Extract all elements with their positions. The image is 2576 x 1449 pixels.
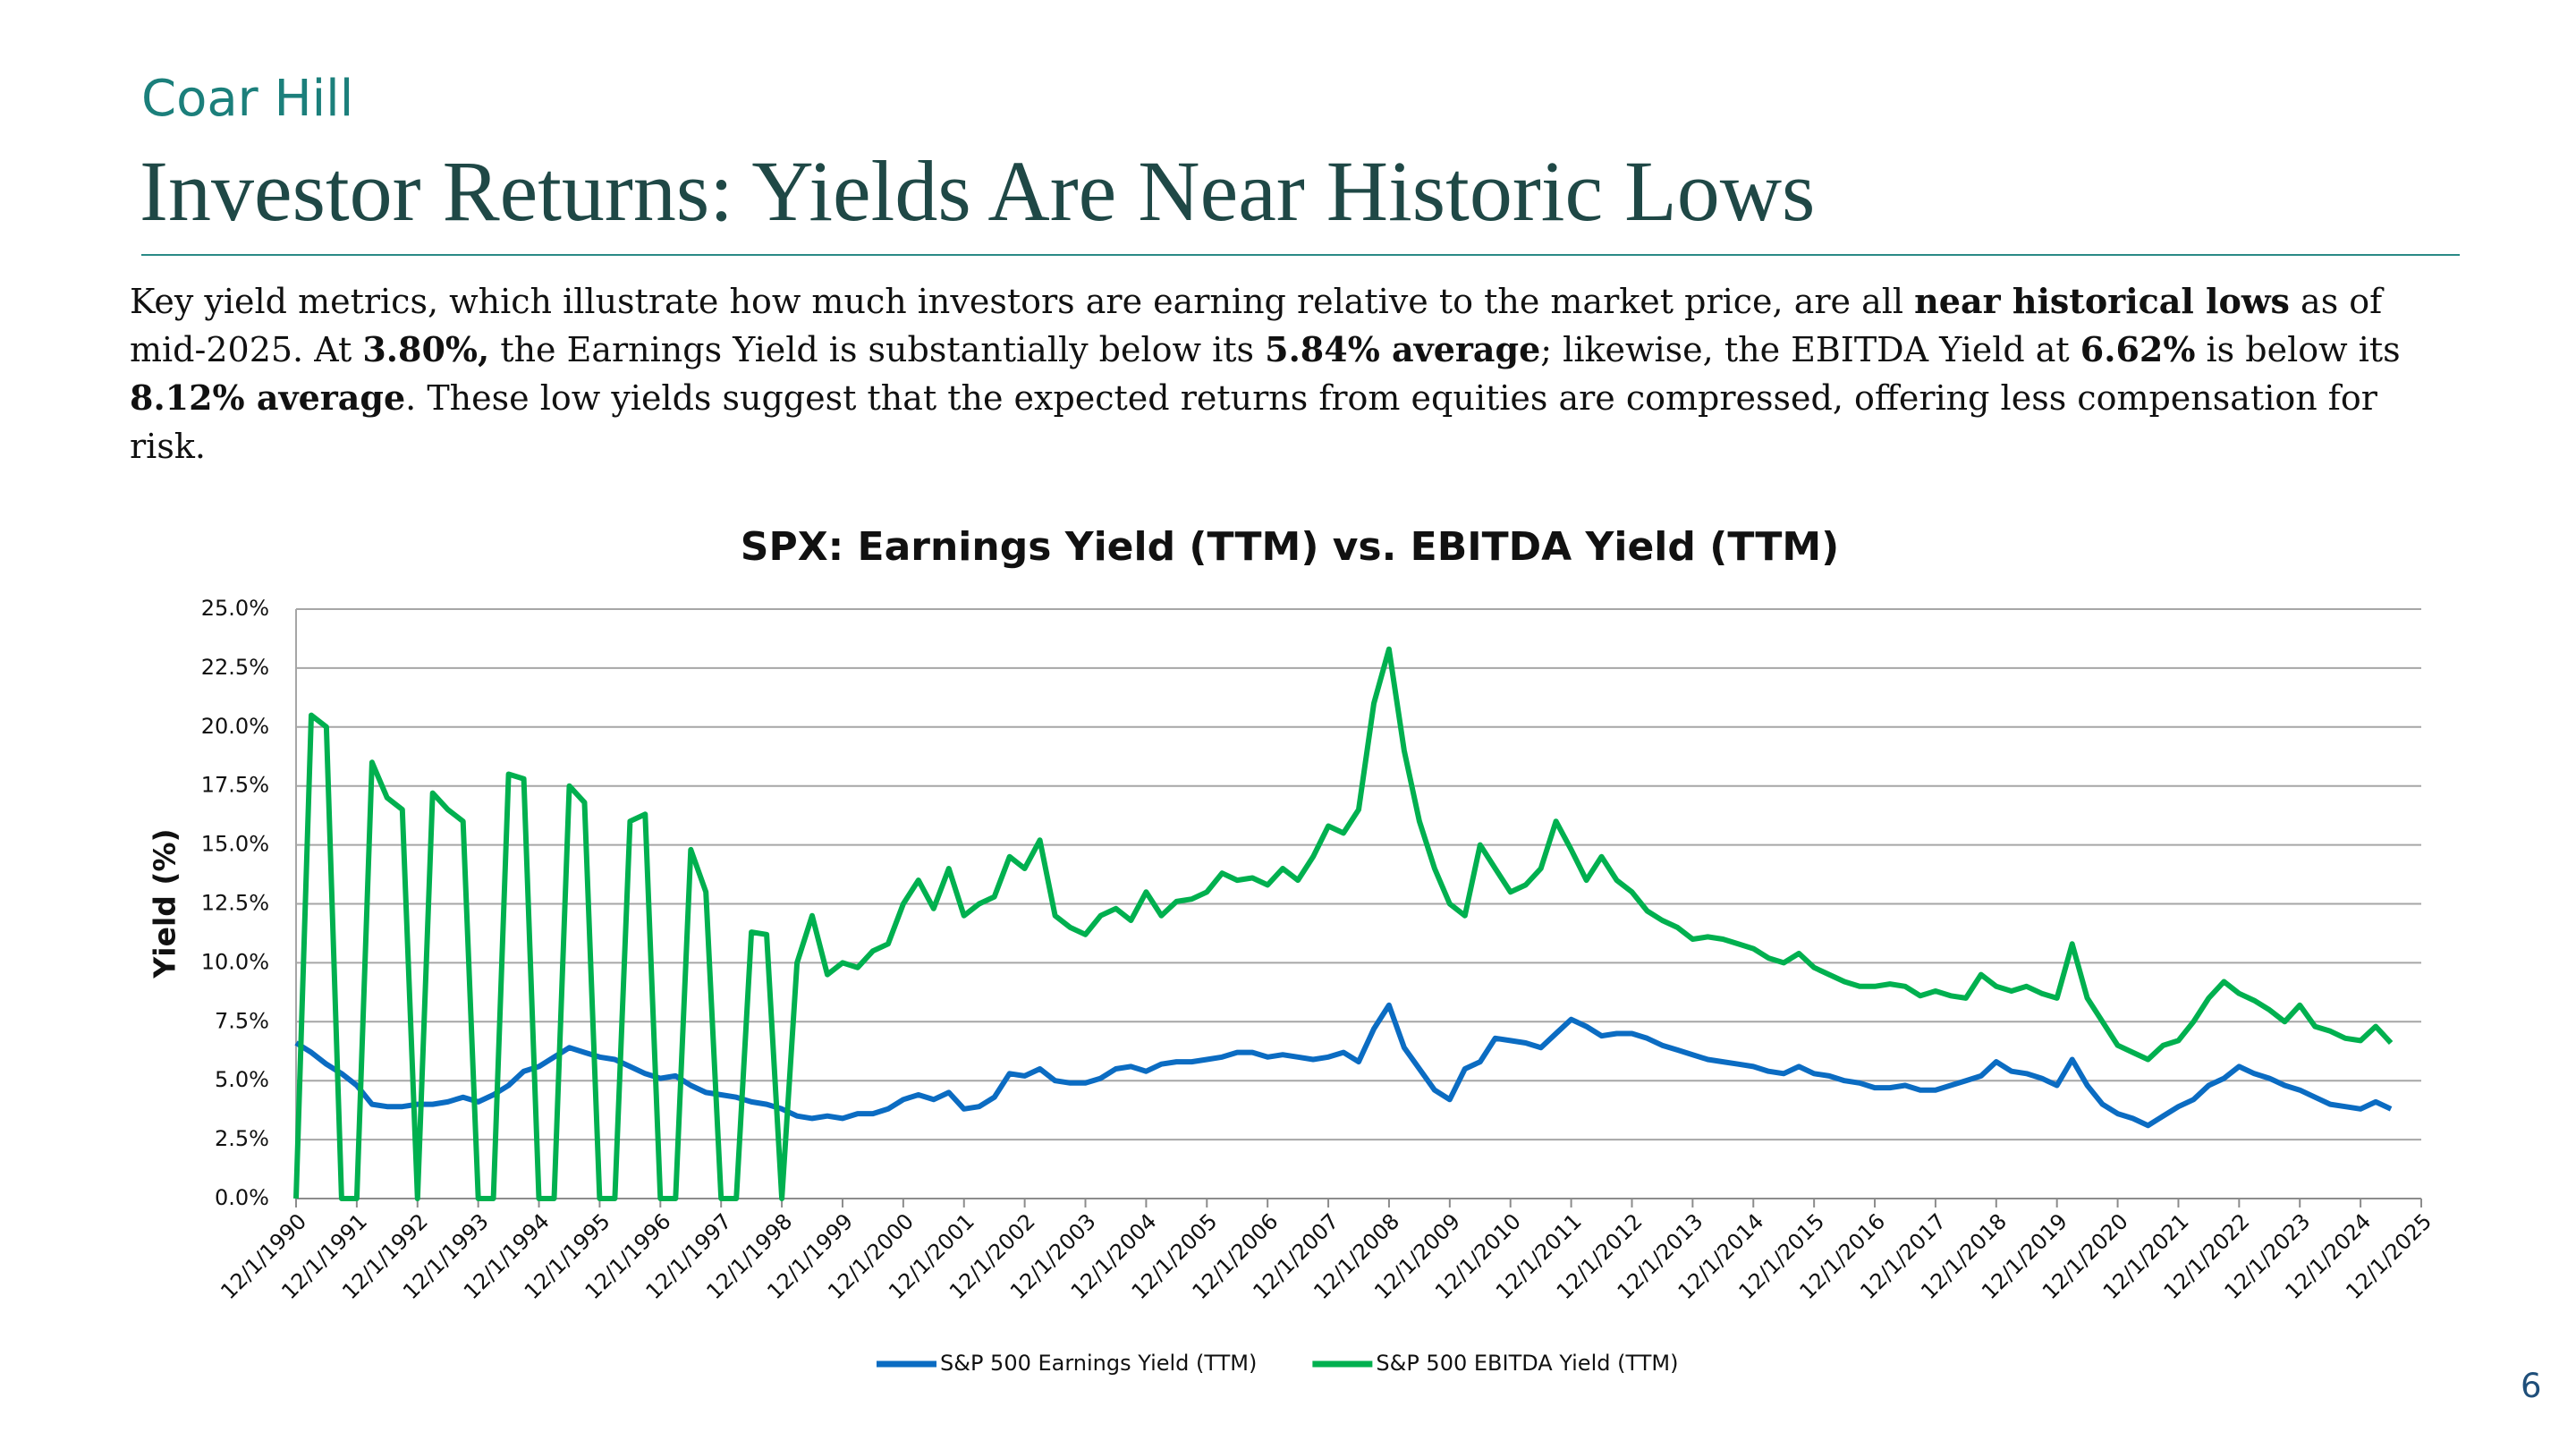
summary: Key yield metrics, which illustrate how … [130,277,2455,470]
summary-text: is below its [2195,330,2401,369]
summary-text: ; likewise, the EBITDA Yield at [1540,330,2080,369]
legend-label: S&P 500 Earnings Yield (TTM) [940,1351,1257,1376]
page-number: 6 [2521,1367,2542,1405]
y-tick-label: 15.0% [201,832,269,857]
y-tick-label: 25.0% [201,596,269,621]
y-tick-label: 2.5% [215,1126,269,1151]
slide-title: Investor Returns: Yields Are Near Histor… [140,143,1816,239]
summary-text: near historical lows [1914,281,2290,321]
summary-text: as of mid-2025. At [130,282,2383,369]
title-rule [141,254,2460,256]
y-tick-label: 7.5% [215,1008,269,1033]
legend-label: S&P 500 EBITDA Yield (TTM) [1376,1351,1678,1376]
y-tick-label: 10.0% [201,949,269,974]
summary-text: 8.12% average [130,377,406,418]
summary-text: . These low yields suggest that the expe… [130,378,2377,466]
y-tick-label: 5.0% [215,1067,269,1092]
y-tick-label: 0.0% [215,1185,269,1210]
y-tick-label: 22.5% [201,655,269,680]
summary-text: 5.84% average [1265,329,1541,369]
summary-text: 6.62% [2080,329,2196,369]
summary-text: Key yield metrics, which illustrate how … [130,282,1915,321]
summary-text: the Earnings Yield is substantially belo… [489,330,1266,369]
summary-text: 3.80%, [362,329,490,369]
y-axis-title: Yield (%) [148,828,182,979]
y-tick-label: 20.0% [201,714,269,739]
brand: Coar Hill [141,70,354,128]
y-tick-label: 17.5% [201,773,269,798]
chart-title: SPX: Earnings Yield (TTM) vs. EBITDA Yie… [741,524,1840,570]
y-tick-label: 12.5% [201,891,269,916]
series-line [294,1002,2393,1129]
series-line [293,646,2394,1201]
